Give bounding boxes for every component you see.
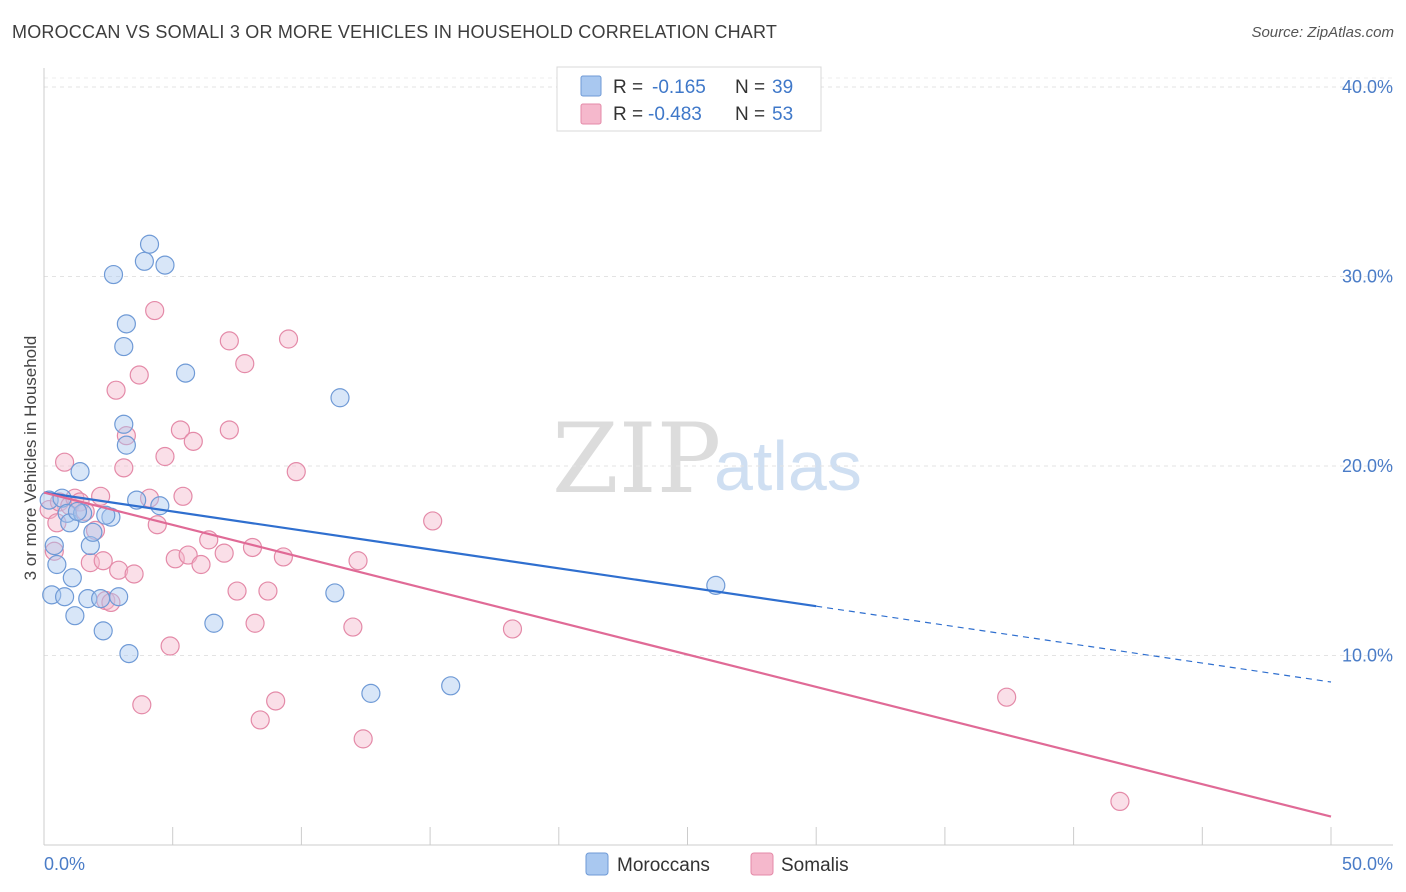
- legend-n-value-moroccans: 39: [772, 77, 793, 98]
- legend-r-value-moroccans: -0.165: [652, 77, 706, 98]
- y-tick-label-40: 40.0%: [1342, 77, 1393, 97]
- somalis-point-4: [54, 452, 75, 472]
- moroccans-point-32: [330, 388, 350, 408]
- legend-n-label-somalis: N =: [735, 104, 765, 125]
- moroccans-point-3: [47, 554, 67, 575]
- y-tick-label-20: 20.0%: [1342, 456, 1393, 476]
- chart-title: MOROCCAN VS SOMALI 3 OR MORE VEHICLES IN…: [12, 22, 778, 42]
- moroccans-point-10: [70, 462, 90, 482]
- y-axis-label: 3 or more Vehicles in Household: [21, 336, 40, 581]
- somalis-point-50: [423, 511, 443, 531]
- series-legend: Moroccans Somalis: [585, 852, 849, 876]
- legend-n-value-somalis: 53: [772, 104, 793, 125]
- somalis-point-37: [227, 581, 247, 601]
- moroccans-point-18: [103, 264, 124, 285]
- moroccans-point-21: [116, 435, 136, 455]
- somalis-trend-line: [43, 491, 1332, 818]
- legend-n-label-moroccans: N =: [735, 77, 765, 98]
- y-tick-label-10: 10.0%: [1342, 645, 1393, 665]
- trend-lines: [43, 491, 1332, 818]
- somalis-point-12: [93, 551, 113, 571]
- somalis-point-26: [160, 636, 180, 656]
- watermark-zip: ZIP: [552, 403, 721, 515]
- moroccans-point-29: [175, 363, 196, 383]
- somalis-point-17: [114, 458, 134, 478]
- somalis-point-53: [1110, 791, 1130, 812]
- somalis-point-27: [165, 549, 185, 569]
- legend-r-value-somalis: -0.483: [648, 104, 702, 125]
- moroccans-trend-extension: [816, 605, 1332, 683]
- moroccans-point-7: [60, 513, 80, 533]
- somalis-point-40: [245, 613, 265, 633]
- y-tick-labels: 10.0% 20.0% 30.0% 40.0%: [1342, 77, 1393, 666]
- somalis-point-32: [191, 554, 211, 575]
- somalis-point-38: [235, 354, 255, 374]
- somalis-point-19: [124, 564, 144, 584]
- somalis-point-43: [266, 691, 286, 711]
- moroccans-point-15: [91, 589, 111, 609]
- moroccans-point-28: [155, 255, 175, 275]
- legend-r-label-moroccans: R =: [613, 77, 643, 98]
- moroccans-point-22: [116, 314, 136, 334]
- legend-r-label-somalis: R =: [613, 104, 643, 125]
- somalis-point-45: [278, 329, 299, 349]
- correlation-legend: R = -0.165 N = 39 R = -0.483 N = 53: [556, 66, 822, 132]
- somalis-point-16: [109, 560, 129, 580]
- somalis-point-35: [219, 420, 239, 440]
- moroccans-point-25: [134, 251, 154, 271]
- moroccans-point-34: [441, 676, 461, 696]
- somalis-point-29: [173, 486, 193, 506]
- somalis-point-49: [353, 729, 373, 749]
- moroccans-points: [39, 234, 726, 703]
- somalis-point-28: [170, 420, 191, 440]
- series-legend-swatch-somalis: [750, 852, 774, 876]
- somalis-points: [39, 300, 1130, 812]
- moroccans-trend-line: [43, 491, 817, 608]
- moroccans-point-30: [204, 613, 224, 633]
- somalis-point-42: [258, 581, 278, 601]
- moroccans-point-23: [119, 643, 139, 664]
- somalis-point-31: [183, 431, 203, 451]
- legend-swatch-moroccans: [580, 75, 602, 97]
- moroccans-point-2: [44, 535, 64, 556]
- somalis-point-23: [145, 300, 165, 321]
- somalis-point-15: [106, 380, 126, 400]
- moroccans-point-38: [96, 505, 116, 525]
- moroccans-point-26: [139, 234, 160, 254]
- series-legend-swatch-moroccans: [585, 852, 609, 876]
- somalis-point-20: [129, 365, 149, 385]
- somalis-point-51: [502, 619, 523, 639]
- moroccans-point-36: [67, 501, 88, 522]
- moroccans-point-9: [65, 606, 85, 626]
- axes: [43, 68, 1393, 846]
- somalis-point-34: [214, 543, 234, 563]
- x-tick-label-min: 0.0%: [44, 854, 85, 874]
- series-legend-label-somalis: Somalis: [781, 855, 849, 876]
- moroccans-point-20: [114, 414, 134, 434]
- somalis-point-47: [343, 617, 363, 637]
- moroccans-point-8: [62, 568, 82, 588]
- moroccans-point-19: [109, 587, 129, 607]
- somalis-point-25: [155, 446, 175, 467]
- somalis-point-21: [132, 695, 152, 715]
- somalis-point-48: [348, 551, 368, 571]
- x-tick-label-max: 50.0%: [1342, 854, 1393, 874]
- moroccans-point-14: [83, 522, 103, 542]
- moroccans-point-33: [361, 683, 381, 703]
- source-credit: Source: ZipAtlas.com: [1251, 24, 1394, 41]
- somalis-point-30: [178, 545, 198, 565]
- moroccans-point-27: [150, 496, 170, 516]
- moroccans-point-37: [114, 336, 134, 357]
- somalis-point-36: [219, 331, 239, 351]
- moroccans-point-16: [93, 621, 113, 641]
- somalis-point-41: [250, 710, 270, 730]
- moroccans-point-31: [325, 583, 345, 603]
- series-legend-label-moroccans: Moroccans: [617, 855, 710, 876]
- moroccans-point-5: [54, 587, 75, 607]
- y-tick-label-30: 30.0%: [1342, 266, 1393, 286]
- legend-swatch-somalis: [580, 103, 602, 125]
- somalis-point-46: [286, 462, 306, 482]
- somalis-point-52: [997, 687, 1017, 707]
